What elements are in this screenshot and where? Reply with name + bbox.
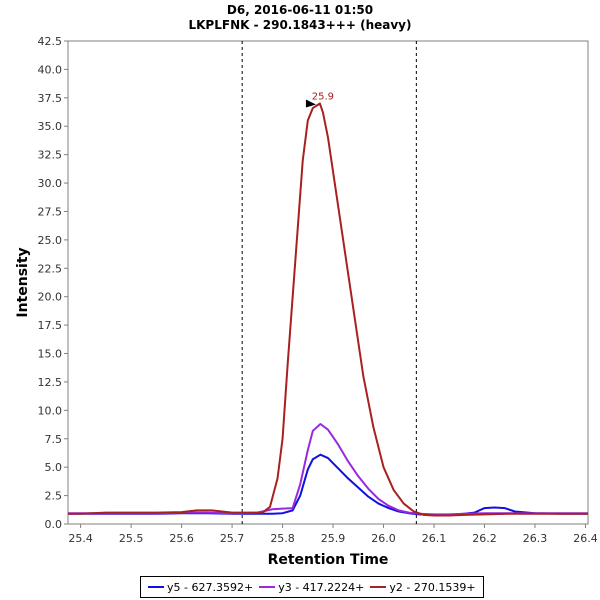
- legend-swatch-icon: [370, 586, 387, 588]
- x-tick-label: 26.3: [523, 532, 548, 545]
- x-tick-label: 26.0: [371, 532, 396, 545]
- chart-title: D6, 2016-06-11 01:50: [226, 3, 374, 17]
- y-tick-label: 25.0: [38, 234, 63, 247]
- y-tick-label: 35.0: [38, 120, 63, 133]
- chart-legend: y5 - 627.3592+ y3 - 417.2224+ y2 - 270.153…: [140, 576, 484, 598]
- x-tick-label: 25.7: [220, 532, 245, 545]
- series-line-2: [68, 422, 588, 516]
- y-tick-label: 27.5: [38, 205, 63, 218]
- legend-swatch-icon: [259, 586, 276, 588]
- x-tick-label: 25.9: [321, 532, 346, 545]
- legend-swatch-icon: [148, 586, 164, 588]
- y-tick-label: 30.0: [38, 177, 63, 190]
- plot-area: [67, 40, 589, 525]
- y-tick-label: 7.5: [45, 433, 63, 446]
- legend-item-1: y5 - 627.3592+: [148, 581, 253, 594]
- x-tick-label: 25.4: [68, 532, 93, 545]
- y-tick-label: 17.5: [38, 319, 63, 332]
- y-tick-label: 37.5: [38, 92, 63, 105]
- series-line-3: [68, 102, 588, 517]
- legend-label: y2 - 270.1539+: [389, 580, 476, 594]
- peak-marker-icon: [305, 99, 316, 108]
- chart-subtitle: LKPLFNK - 290.1843+++ (heavy): [188, 18, 412, 32]
- y-tick-label: 22.5: [38, 262, 63, 275]
- y-tick-label: 0.0: [45, 518, 63, 531]
- legend-item-2: y3 - 417.2224+: [259, 581, 364, 594]
- x-tick-label: 26.4: [573, 532, 598, 545]
- legend-label: y5 - 627.3592+: [167, 580, 254, 594]
- x-tick-label: 25.8: [270, 532, 295, 545]
- x-tick-label: 25.6: [169, 532, 194, 545]
- y-tick-label: 32.5: [38, 149, 63, 162]
- y-tick-label: 20.0: [38, 291, 63, 304]
- legend-item-3: y2 - 270.1539+: [370, 580, 476, 594]
- x-tick-label: 25.5: [119, 532, 144, 545]
- y-tick-label: 5.0: [45, 461, 63, 474]
- x-tick-label: 26.1: [422, 532, 447, 545]
- y-tick-label: 10.0: [38, 404, 63, 417]
- y-tick-label: 42.5: [38, 35, 63, 48]
- chart-svg: 0.0 2.5 5.0 7.5 10.0 12.5 15.0 17.5 20.0 22.5 25.0…: [15, 35, 598, 568]
- y-tick-label: 15.0: [38, 348, 63, 361]
- y-tick-label: 2.5: [45, 490, 63, 503]
- y-axis-label: Intensity: [15, 247, 31, 317]
- legend-label: y3 - 417.2224+: [278, 580, 365, 594]
- y-tick-label: 40.0: [38, 63, 63, 76]
- y-tick-label: 12.5: [38, 376, 63, 389]
- x-tick-label: 26.2: [472, 532, 497, 545]
- peak-label: 25.9: [312, 92, 334, 103]
- x-axis-label: Retention Time: [268, 552, 389, 568]
